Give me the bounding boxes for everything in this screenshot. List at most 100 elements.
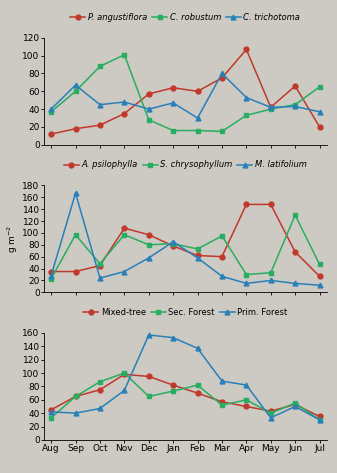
Y-axis label: g m$^{-2}$: g m$^{-2}$ bbox=[5, 225, 20, 253]
Legend: P. angustiflora, C. robustum, C. trichotoma: P. angustiflora, C. robustum, C. trichot… bbox=[69, 12, 301, 23]
A. psilophylla bbox=[195, 253, 200, 258]
C. trichotoma bbox=[73, 82, 78, 88]
P. angustiflora bbox=[293, 83, 297, 89]
C. robustum bbox=[98, 63, 102, 69]
Mixed-tree bbox=[269, 408, 273, 414]
Sec. Forest bbox=[171, 388, 175, 394]
C. trichotoma bbox=[49, 106, 53, 112]
Sec. Forest bbox=[269, 410, 273, 416]
Sec. Forest bbox=[73, 394, 78, 399]
P. angustiflora bbox=[171, 85, 175, 90]
A. psilophylla bbox=[317, 273, 321, 279]
M. latifolium bbox=[244, 280, 248, 286]
Line: M. latifolium: M. latifolium bbox=[49, 191, 322, 288]
C. robustum bbox=[269, 106, 273, 112]
M. latifolium bbox=[195, 255, 200, 261]
Sec. Forest bbox=[220, 403, 224, 408]
Prim. Forest bbox=[98, 406, 102, 412]
A. psilophylla bbox=[269, 201, 273, 207]
S. chrysophyllum bbox=[269, 270, 273, 276]
C. trichotoma bbox=[147, 106, 151, 112]
Legend: Mixed-tree, Sec. Forest, Prim. Forest: Mixed-tree, Sec. Forest, Prim. Forest bbox=[82, 307, 288, 318]
C. robustum bbox=[171, 128, 175, 133]
Prim. Forest bbox=[171, 335, 175, 341]
Sec. Forest bbox=[49, 415, 53, 420]
C. robustum bbox=[293, 102, 297, 107]
M. latifolium bbox=[293, 280, 297, 286]
P. angustiflora bbox=[98, 123, 102, 128]
A. psilophylla bbox=[147, 232, 151, 237]
P. angustiflora bbox=[244, 46, 248, 52]
C. robustum bbox=[317, 84, 321, 90]
S. chrysophyllum bbox=[147, 242, 151, 248]
Prim. Forest bbox=[122, 387, 126, 393]
Mixed-tree bbox=[293, 402, 297, 407]
S. chrysophyllum bbox=[293, 212, 297, 218]
A. psilophylla bbox=[171, 243, 175, 249]
S. chrysophyllum bbox=[220, 233, 224, 239]
C. robustum bbox=[220, 129, 224, 134]
C. robustum bbox=[244, 113, 248, 118]
A. psilophylla bbox=[49, 269, 53, 274]
Line: C. trichotoma: C. trichotoma bbox=[49, 71, 322, 121]
P. angustiflora bbox=[122, 111, 126, 116]
Line: Mixed-tree: Mixed-tree bbox=[49, 372, 322, 419]
P. angustiflora bbox=[317, 124, 321, 130]
M. latifolium bbox=[171, 239, 175, 245]
Prim. Forest bbox=[317, 417, 321, 423]
Prim. Forest bbox=[49, 409, 53, 415]
Mixed-tree bbox=[122, 372, 126, 377]
C. trichotoma bbox=[269, 105, 273, 110]
A. psilophylla bbox=[73, 269, 78, 274]
A. psilophylla bbox=[98, 263, 102, 269]
A. psilophylla bbox=[122, 225, 126, 231]
Line: Sec. Forest: Sec. Forest bbox=[49, 371, 322, 422]
P. angustiflora bbox=[49, 131, 53, 137]
M. latifolium bbox=[317, 282, 321, 288]
C. trichotoma bbox=[220, 70, 224, 76]
Sec. Forest bbox=[317, 417, 321, 423]
Mixed-tree bbox=[49, 407, 53, 412]
M. latifolium bbox=[269, 278, 273, 283]
C. trichotoma bbox=[293, 104, 297, 109]
Prim. Forest bbox=[293, 403, 297, 409]
S. chrysophyllum bbox=[73, 232, 78, 237]
M. latifolium bbox=[98, 275, 102, 281]
P. angustiflora bbox=[147, 91, 151, 97]
C. trichotoma bbox=[171, 100, 175, 106]
P. angustiflora bbox=[73, 126, 78, 131]
S. chrysophyllum bbox=[98, 261, 102, 267]
Legend: A. psilophylla, S. chrysophyllum, M. latifolium: A. psilophylla, S. chrysophyllum, M. lat… bbox=[63, 159, 308, 170]
C. robustum bbox=[122, 52, 126, 58]
Sec. Forest bbox=[122, 370, 126, 376]
Mixed-tree bbox=[98, 387, 102, 393]
Mixed-tree bbox=[317, 414, 321, 420]
Prim. Forest bbox=[147, 332, 151, 338]
Sec. Forest bbox=[244, 397, 248, 403]
Sec. Forest bbox=[147, 394, 151, 399]
C. trichotoma bbox=[98, 102, 102, 107]
M. latifolium bbox=[49, 273, 53, 279]
S. chrysophyllum bbox=[122, 232, 126, 237]
Prim. Forest bbox=[269, 415, 273, 420]
Prim. Forest bbox=[195, 345, 200, 351]
M. latifolium bbox=[220, 273, 224, 279]
M. latifolium bbox=[122, 269, 126, 274]
C. trichotoma bbox=[122, 99, 126, 105]
Line: A. psilophylla: A. psilophylla bbox=[49, 202, 322, 279]
P. angustiflora bbox=[220, 75, 224, 81]
Sec. Forest bbox=[293, 400, 297, 406]
S. chrysophyllum bbox=[244, 272, 248, 277]
S. chrysophyllum bbox=[171, 241, 175, 246]
Prim. Forest bbox=[220, 378, 224, 384]
Prim. Forest bbox=[244, 382, 248, 388]
Line: P. angustiflora: P. angustiflora bbox=[49, 47, 322, 137]
S. chrysophyllum bbox=[317, 262, 321, 267]
Mixed-tree bbox=[220, 399, 224, 404]
M. latifolium bbox=[147, 255, 151, 261]
C. robustum bbox=[73, 88, 78, 94]
Sec. Forest bbox=[98, 379, 102, 385]
C. robustum bbox=[49, 109, 53, 114]
Mixed-tree bbox=[73, 394, 78, 399]
P. angustiflora bbox=[195, 88, 200, 94]
